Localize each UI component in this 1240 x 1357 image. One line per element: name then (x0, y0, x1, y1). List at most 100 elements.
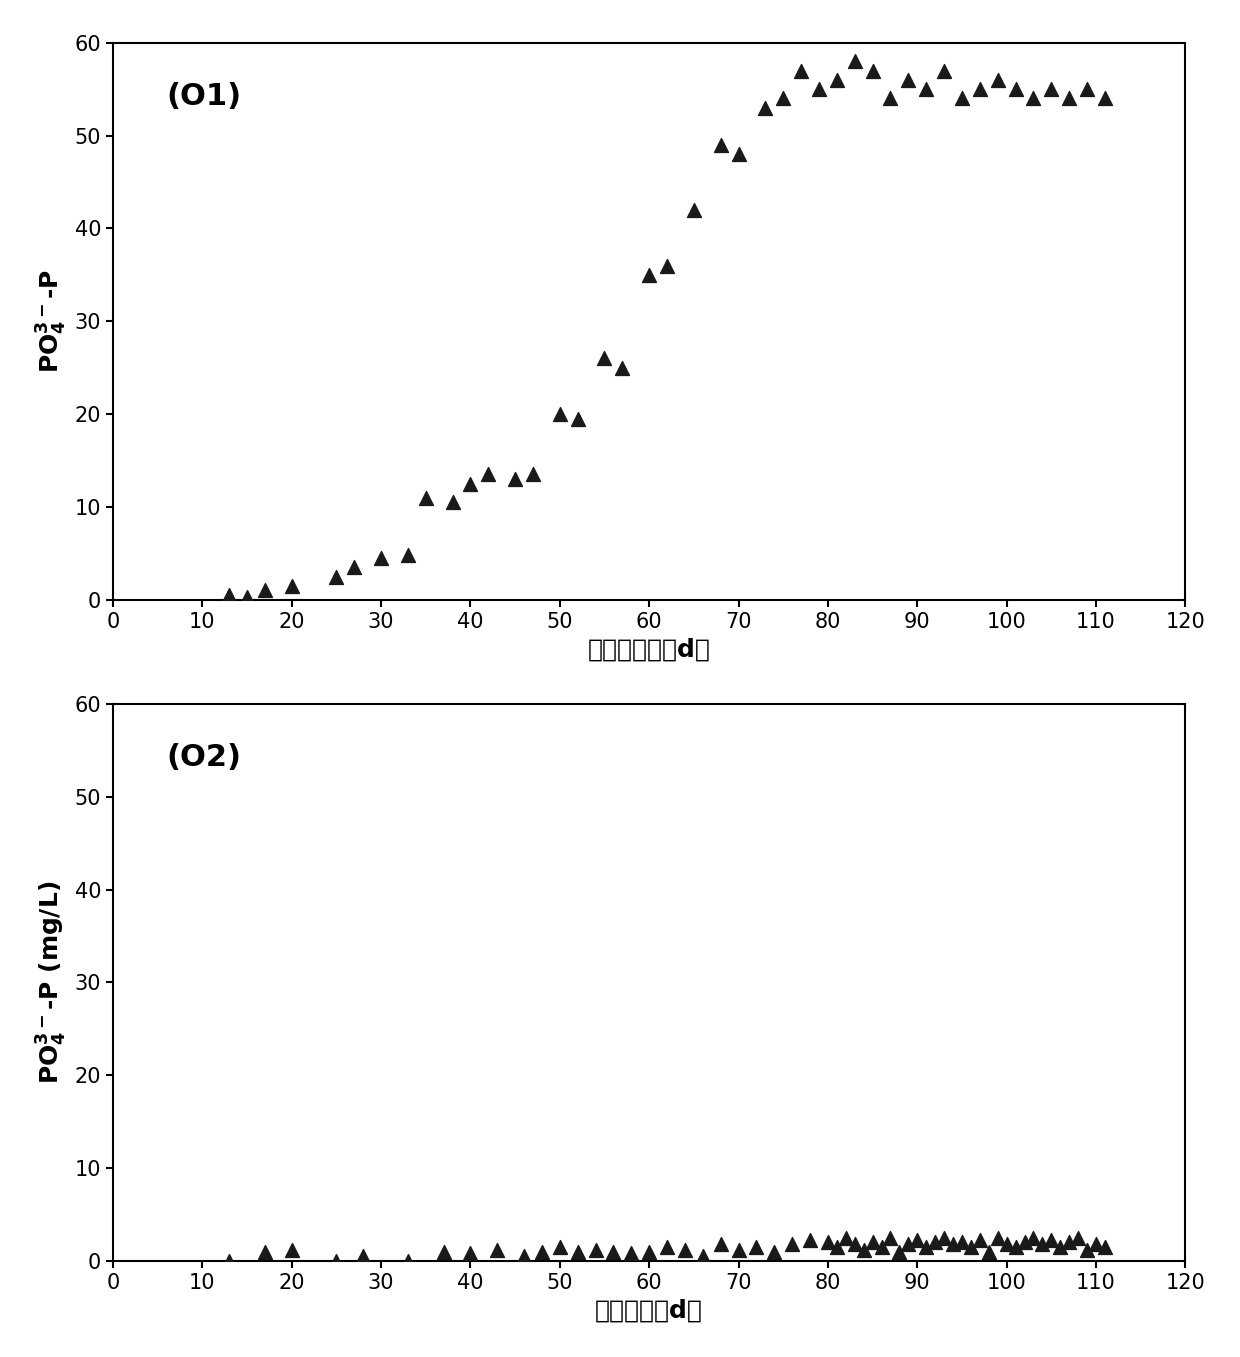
Point (872, 1236, 892, 1258)
Point (693, 1246, 713, 1267)
Point (1050, 1236, 1070, 1258)
Point (371, 547, 391, 569)
Point (532, 1240, 552, 1262)
Point (345, 556, 365, 578)
Point (755, 96, 775, 118)
Point (237, 586, 257, 608)
Point (219, 1250, 239, 1272)
Point (434, 1240, 454, 1262)
Point (1059, 1232, 1079, 1254)
X-axis label: 运行赶时间（d）: 运行赶时间（d） (588, 638, 711, 661)
X-axis label: 运行时间（d）: 运行时间（d） (595, 1299, 703, 1322)
Point (479, 464, 498, 486)
Point (255, 1240, 275, 1262)
Point (281, 575, 301, 597)
Point (1078, 1239, 1097, 1261)
Point (640, 265, 660, 286)
Point (1068, 1227, 1087, 1248)
Point (398, 1250, 418, 1272)
Point (568, 408, 588, 430)
Point (746, 1236, 766, 1258)
Point (460, 1243, 480, 1265)
Point (684, 199, 704, 221)
Point (934, 1227, 954, 1248)
Point (844, 50, 864, 72)
Point (585, 1239, 605, 1261)
Point (988, 1227, 1008, 1248)
Point (818, 1232, 838, 1254)
Point (621, 1243, 641, 1265)
Point (952, 88, 972, 110)
Point (640, 1240, 660, 1262)
Point (1095, 88, 1115, 110)
Point (487, 1239, 507, 1261)
Point (1006, 79, 1025, 100)
Point (970, 79, 990, 100)
Text: (O1): (O1) (166, 81, 242, 111)
Point (1059, 88, 1079, 110)
Point (549, 1236, 569, 1258)
Point (568, 1240, 588, 1262)
Point (711, 1234, 730, 1255)
Point (863, 1232, 883, 1254)
Point (944, 1234, 963, 1255)
Point (505, 468, 525, 490)
Point (657, 1236, 677, 1258)
Point (808, 79, 828, 100)
Point (604, 1240, 624, 1262)
Point (1014, 1232, 1034, 1254)
Point (961, 1236, 981, 1258)
Point (764, 1240, 784, 1262)
Point (613, 357, 632, 379)
Point (515, 1246, 534, 1267)
Point (326, 1250, 346, 1272)
Point (729, 1239, 749, 1261)
Text: (O2): (O2) (166, 742, 242, 772)
Point (827, 1236, 847, 1258)
Point (1042, 79, 1061, 100)
Point (1086, 1234, 1106, 1255)
Point (970, 1229, 990, 1251)
Point (326, 566, 346, 588)
Point (952, 1232, 972, 1254)
Point (219, 585, 239, 607)
Point (1023, 1227, 1043, 1248)
Point (443, 491, 463, 513)
Point (729, 144, 749, 166)
Point (978, 1240, 998, 1262)
Point (1095, 1236, 1115, 1258)
Y-axis label: $\mathregular{PO_4^{3-}}$-P (mg/L): $\mathregular{PO_4^{3-}}$-P (mg/L) (35, 881, 69, 1084)
Point (1006, 1236, 1025, 1258)
Point (988, 69, 1008, 91)
Point (836, 1227, 856, 1248)
Point (908, 1229, 928, 1251)
Point (657, 255, 677, 277)
Point (1078, 79, 1097, 100)
Point (800, 1229, 820, 1251)
Point (782, 1234, 802, 1255)
Point (1042, 1229, 1061, 1251)
Point (460, 472, 480, 494)
Point (791, 60, 811, 81)
Point (844, 1234, 864, 1255)
Point (675, 1239, 694, 1261)
Point (925, 1232, 945, 1254)
Point (1023, 88, 1043, 110)
Point (1033, 1234, 1053, 1255)
Point (774, 88, 794, 110)
Point (711, 134, 730, 156)
Point (997, 1234, 1017, 1255)
Point (255, 579, 275, 601)
Point (594, 347, 614, 369)
Point (916, 1236, 936, 1258)
Point (880, 88, 900, 110)
Point (549, 403, 569, 425)
Point (353, 1246, 373, 1267)
Point (880, 1227, 900, 1248)
Point (827, 69, 847, 91)
Point (853, 1239, 873, 1261)
Point (398, 544, 418, 566)
Point (415, 487, 435, 509)
Point (899, 1234, 919, 1255)
Y-axis label: $\mathregular{PO_4^{3-}}$-P: $\mathregular{PO_4^{3-}}$-P (35, 269, 69, 373)
